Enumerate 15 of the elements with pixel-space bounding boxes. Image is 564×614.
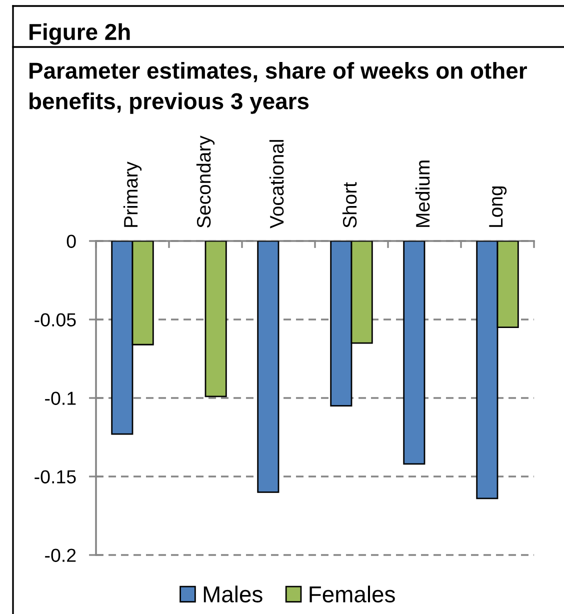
x-tick-label: Long	[489, 186, 507, 227]
x-tick-label: Short	[342, 182, 357, 228]
x-tick-label: Medium	[415, 160, 430, 227]
chart-title: Figure 2h	[30, 23, 130, 45]
chart-subtitle: Parameter estimates, share of weeks on other benefits, previous 3 years	[30, 62, 527, 114]
y-tick-label: -0.15	[34, 470, 76, 484]
x-tick-label: Primary	[123, 162, 142, 227]
y-tick-label: -0.05	[34, 313, 76, 326]
y-tick-label: 0	[66, 234, 76, 248]
legend-label: Females	[310, 586, 395, 602]
x-tick-label: Vocational	[269, 140, 284, 228]
legend-label: Males	[204, 586, 262, 602]
y-tick-label: -0.1	[45, 392, 76, 405]
x-tick-label: Secondary	[196, 136, 215, 228]
y-tick-label: -0.2	[45, 548, 76, 562]
